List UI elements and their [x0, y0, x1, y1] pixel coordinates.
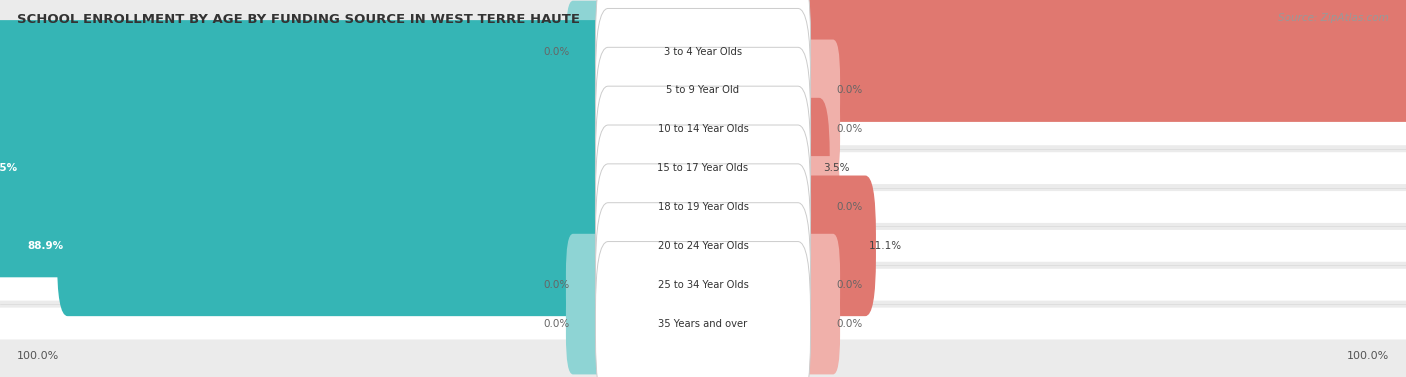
FancyBboxPatch shape: [0, 191, 1406, 223]
Text: 35 Years and over: 35 Years and over: [658, 319, 748, 328]
FancyBboxPatch shape: [790, 156, 841, 258]
Text: 25 to 34 Year Olds: 25 to 34 Year Olds: [658, 280, 748, 290]
FancyBboxPatch shape: [11, 98, 619, 238]
FancyBboxPatch shape: [596, 86, 810, 250]
FancyBboxPatch shape: [787, 0, 1406, 122]
FancyBboxPatch shape: [0, 75, 1406, 106]
FancyBboxPatch shape: [596, 0, 810, 133]
Text: 11.1%: 11.1%: [869, 241, 903, 251]
Text: 10 to 14 Year Olds: 10 to 14 Year Olds: [658, 124, 748, 134]
Text: 0.0%: 0.0%: [837, 86, 863, 95]
FancyBboxPatch shape: [787, 176, 876, 316]
FancyBboxPatch shape: [0, 59, 619, 199]
Text: 0.0%: 0.0%: [543, 280, 569, 290]
Text: SCHOOL ENROLLMENT BY AGE BY FUNDING SOURCE IN WEST TERRE HAUTE: SCHOOL ENROLLMENT BY AGE BY FUNDING SOUR…: [17, 13, 579, 26]
FancyBboxPatch shape: [0, 230, 1406, 262]
FancyBboxPatch shape: [0, 308, 1406, 339]
FancyBboxPatch shape: [0, 36, 1406, 67]
Text: 3 to 4 Year Olds: 3 to 4 Year Olds: [664, 47, 742, 57]
Text: 0.0%: 0.0%: [837, 280, 863, 290]
FancyBboxPatch shape: [0, 137, 619, 277]
FancyBboxPatch shape: [596, 125, 810, 289]
Text: Source: ZipAtlas.com: Source: ZipAtlas.com: [1278, 13, 1389, 23]
Text: 20 to 24 Year Olds: 20 to 24 Year Olds: [658, 241, 748, 251]
Text: 5 to 9 Year Old: 5 to 9 Year Old: [666, 86, 740, 95]
Text: 88.9%: 88.9%: [28, 241, 65, 251]
Text: 3.5%: 3.5%: [823, 163, 849, 173]
FancyBboxPatch shape: [565, 273, 616, 374]
Text: 0.0%: 0.0%: [543, 319, 569, 328]
FancyBboxPatch shape: [565, 234, 616, 336]
FancyBboxPatch shape: [596, 203, 810, 367]
FancyBboxPatch shape: [790, 273, 841, 374]
Text: 96.5%: 96.5%: [0, 163, 18, 173]
FancyBboxPatch shape: [790, 40, 841, 141]
FancyBboxPatch shape: [0, 113, 1406, 145]
FancyBboxPatch shape: [596, 8, 810, 172]
Text: 100.0%: 100.0%: [1347, 351, 1389, 361]
FancyBboxPatch shape: [790, 78, 841, 180]
FancyBboxPatch shape: [0, 152, 1406, 184]
Text: 0.0%: 0.0%: [837, 124, 863, 134]
FancyBboxPatch shape: [565, 1, 616, 103]
FancyBboxPatch shape: [596, 164, 810, 328]
FancyBboxPatch shape: [790, 234, 841, 336]
FancyBboxPatch shape: [0, 20, 619, 161]
FancyBboxPatch shape: [0, 269, 1406, 300]
Text: 0.0%: 0.0%: [837, 202, 863, 212]
FancyBboxPatch shape: [596, 242, 810, 377]
Text: 15 to 17 Year Olds: 15 to 17 Year Olds: [658, 163, 748, 173]
Text: 0.0%: 0.0%: [543, 47, 569, 57]
FancyBboxPatch shape: [58, 176, 619, 316]
FancyBboxPatch shape: [596, 47, 810, 211]
Text: 0.0%: 0.0%: [837, 319, 863, 328]
Text: 18 to 19 Year Olds: 18 to 19 Year Olds: [658, 202, 748, 212]
Text: 100.0%: 100.0%: [17, 351, 59, 361]
FancyBboxPatch shape: [787, 98, 830, 238]
